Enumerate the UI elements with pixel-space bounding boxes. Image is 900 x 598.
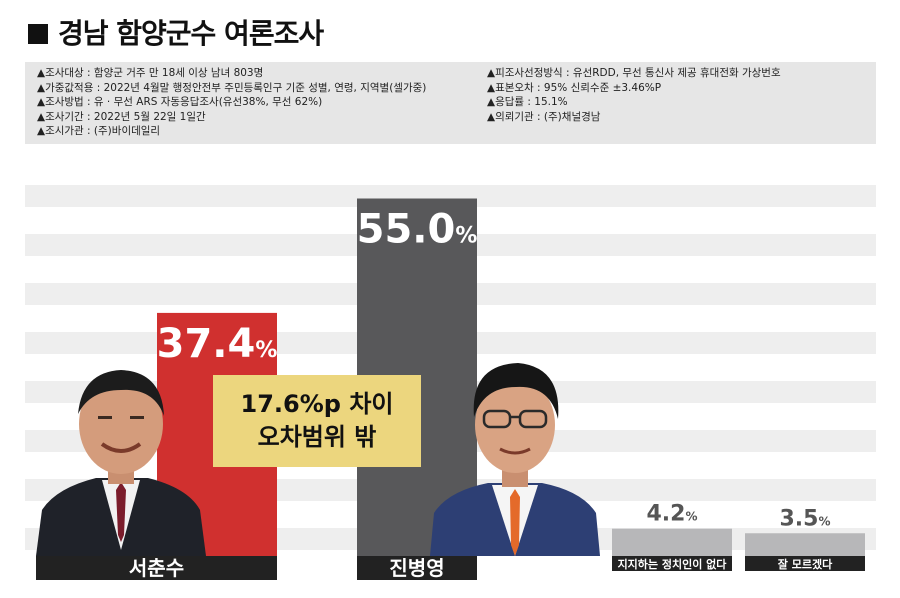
candidate-2-photo — [430, 363, 600, 556]
difference-callout: 17.6%p 차이 오차범위 밖 — [213, 375, 421, 467]
title-text: 경남 함양군수 여론조사 — [58, 17, 324, 50]
callout-line-2: 오차범위 밖 — [257, 423, 377, 451]
category-label-4: 잘 모르겠다 — [778, 557, 833, 571]
value-label-4: 3.5% — [779, 506, 830, 531]
value-label-2: 55.0% — [357, 207, 478, 253]
survey-info-line: ▲의뢰기관 : (주)채널경남 — [487, 110, 601, 123]
survey-info-line: ▲응답률 : 15.1% — [487, 96, 568, 108]
page-title: 경남 함양군수 여론조사 — [28, 12, 324, 52]
survey-info-line: ▲조사방법 : 유 · 무선 ARS 자동응답조사(유선38%, 무선 62%) — [37, 96, 323, 108]
grid-stripe — [25, 185, 876, 207]
category-label-bg-1 — [36, 556, 277, 580]
value-label-1: 37.4% — [157, 321, 278, 367]
survey-info-line: ▲조시가관 : (주)바이데일리 — [37, 125, 161, 137]
category-label-2: 진병영 — [389, 556, 444, 580]
bar-4 — [745, 533, 865, 556]
category-label-bg-2 — [357, 556, 477, 580]
survey-info-line: ▲피조사선정방식 : 유선RDD, 무선 통신사 제공 휴대전화 가상번호 — [487, 67, 781, 79]
category-label-1: 서춘수 — [129, 556, 184, 580]
callout-line-1: 17.6%p 차이 — [240, 390, 394, 418]
survey-info-left: ▲조사대상 : 함양군 거주 만 18세 이상 남녀 803명 ▲가중값적용 :… — [37, 66, 426, 139]
value-label-3: 4.2% — [646, 502, 697, 527]
category-label-3: 지지하는 정치인이 없다 — [618, 557, 728, 571]
survey-info-line: ▲가중값적용 : 2022년 4월말 행정안전부 주민등록인구 기준 성별, 연… — [37, 81, 427, 94]
survey-info-line: ▲표본오차 : 95% 신뢰수준 ±3.46%P — [487, 81, 662, 94]
candidate-1-photo — [36, 370, 206, 556]
survey-info-right: ▲피조사선정방식 : 유선RDD, 무선 통신사 제공 휴대전화 가상번호 ▲표… — [487, 66, 781, 124]
survey-info-line: ▲조사대상 : 함양군 거주 만 18세 이상 남녀 803명 — [37, 67, 264, 79]
bar-3 — [612, 528, 732, 556]
survey-info-box: ▲조사대상 : 함양군 거주 만 18세 이상 남녀 803명 ▲가중값적용 :… — [25, 62, 876, 144]
category-label-bg-3 — [612, 556, 732, 571]
category-label-bg-4 — [745, 556, 865, 571]
survey-info-line: ▲조사기간 : 2022년 5월 22일 1일간 — [37, 110, 206, 123]
title-square-icon — [28, 24, 48, 44]
